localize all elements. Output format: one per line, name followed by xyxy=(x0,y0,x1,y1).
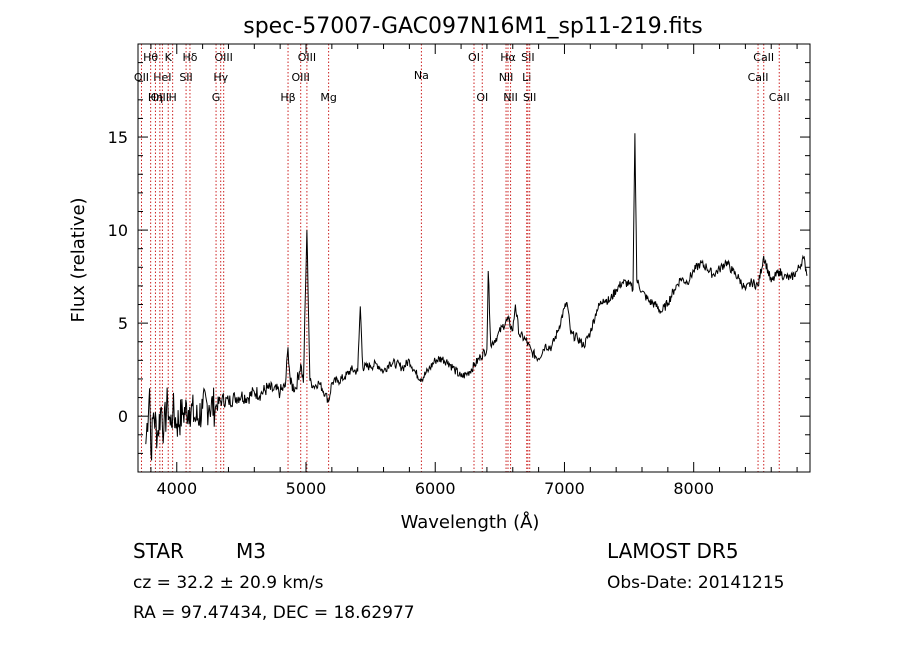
marker-label: G xyxy=(212,91,221,104)
y-tick-label: 10 xyxy=(108,221,128,240)
x-tick-label: 7000 xyxy=(544,479,585,498)
x-tick-label: 4000 xyxy=(156,479,197,498)
marker-label: CaII xyxy=(748,71,769,84)
object-class: STAR xyxy=(133,539,184,563)
marker-label: SII xyxy=(521,51,534,64)
x-axis-label: Wavelength (Å) xyxy=(401,511,540,533)
marker-label: OIII xyxy=(292,71,310,84)
marker-label: H xyxy=(168,91,176,104)
x-tick-label: 5000 xyxy=(286,479,327,498)
marker-label: Hγ xyxy=(213,71,228,84)
marker-label: Hα xyxy=(500,51,516,64)
marker-label: OIII xyxy=(214,51,232,64)
survey-name: LAMOST DR5 xyxy=(607,539,739,563)
marker-label: OII xyxy=(134,71,149,84)
x-tick-label: 8000 xyxy=(673,479,714,498)
x-axis: 4000 5000 6000 7000 8000 xyxy=(150,44,798,498)
y-tick-label: 0 xyxy=(118,407,128,426)
chart-title: spec-57007-GAC097N16M1_sp11-219.fits xyxy=(243,14,703,39)
marker-label: NII xyxy=(503,91,518,104)
observation-date: Obs-Date: 20141215 xyxy=(607,573,784,593)
spectrum-series xyxy=(145,133,808,461)
marker-label: NII xyxy=(499,71,514,84)
y-axis: 0 5 10 15 xyxy=(108,62,810,454)
marker-label: K xyxy=(165,51,173,64)
x-tick-label: 6000 xyxy=(415,479,456,498)
marker-label: OI xyxy=(476,91,488,104)
marker-label: CaII xyxy=(769,91,790,104)
marker-label: Hδ xyxy=(182,51,197,64)
y-tick-label: 15 xyxy=(108,128,128,147)
plot-frame xyxy=(137,43,811,473)
marker-label: Na xyxy=(414,69,429,82)
marker-label: Mg xyxy=(320,91,336,104)
coordinates: RA = 97.47434, DEC = 18.62977 xyxy=(133,603,415,623)
y-axis-label: Flux (relative) xyxy=(68,197,89,322)
spectrum-line xyxy=(145,133,808,461)
marker-label: Hβ xyxy=(280,91,295,104)
marker-label: HeI xyxy=(153,71,171,84)
redshift-velocity: cz = 32.2 ± 20.9 km/s xyxy=(133,573,324,593)
marker-label: CaII xyxy=(753,51,774,64)
marker-label: OIII xyxy=(298,51,316,64)
marker-label: Li xyxy=(522,71,531,84)
y-tick-label: 5 xyxy=(118,314,128,333)
line-markers: Hθ K Hδ OIII OIII OI Hα SII CaII OII HeI SII Hγ OIII N… xyxy=(134,44,790,472)
object-subclass: M3 xyxy=(236,539,266,563)
marker-label: Hθ xyxy=(143,51,158,64)
marker-label: SII xyxy=(523,91,536,104)
marker-label: Hη xyxy=(148,91,163,104)
marker-label: SII xyxy=(179,71,192,84)
marker-label: OI xyxy=(468,51,480,64)
